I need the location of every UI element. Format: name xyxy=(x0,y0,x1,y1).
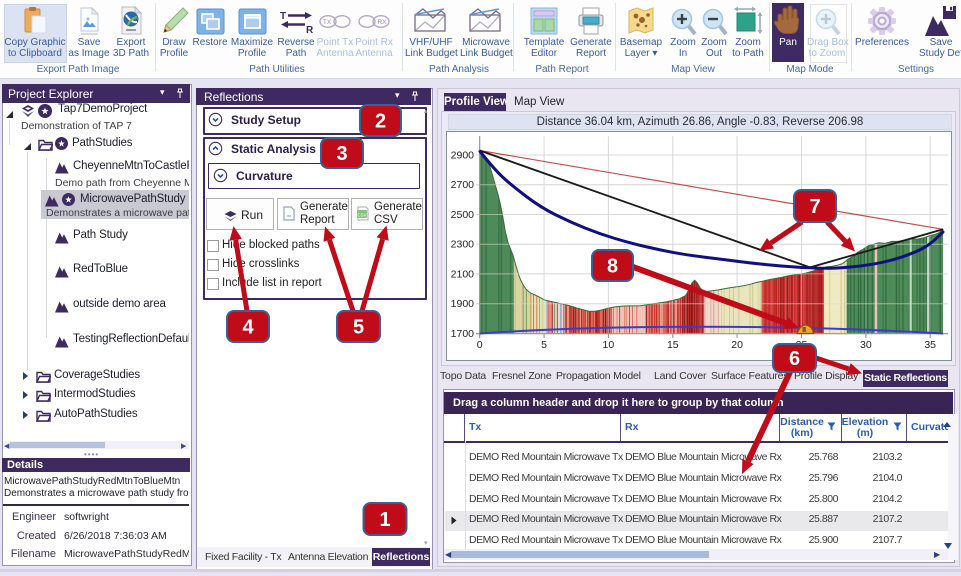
svg-text:15: 15 xyxy=(667,339,679,351)
svg-text:35: 35 xyxy=(924,339,936,351)
svg-text:TX: TX xyxy=(323,19,332,26)
svg-text:20: 20 xyxy=(731,339,743,351)
svg-text:1700: 1700 xyxy=(451,328,475,340)
svg-text:2500: 2500 xyxy=(451,209,475,221)
svg-text:7: 7 xyxy=(809,196,820,218)
svg-text:6: 6 xyxy=(789,348,800,370)
svg-text:R: R xyxy=(306,25,313,34)
svg-text:2100: 2100 xyxy=(451,268,475,280)
svg-text:5: 5 xyxy=(353,317,364,339)
svg-text:8: 8 xyxy=(607,256,618,278)
svg-text:RX: RX xyxy=(377,19,387,26)
svg-text:30: 30 xyxy=(860,339,872,351)
svg-text:2300: 2300 xyxy=(451,239,475,251)
svg-text:10: 10 xyxy=(603,339,615,351)
svg-text:CSV: CSV xyxy=(357,213,366,218)
svg-text:0: 0 xyxy=(477,339,483,351)
svg-text:1900: 1900 xyxy=(451,298,475,310)
svg-text:5: 5 xyxy=(541,339,547,351)
svg-text:3: 3 xyxy=(336,143,347,165)
svg-text:4: 4 xyxy=(242,317,254,339)
svg-text:T: T xyxy=(280,11,286,22)
svg-text:2900: 2900 xyxy=(451,150,475,162)
svg-text:2700: 2700 xyxy=(451,179,475,191)
svg-text:1: 1 xyxy=(379,509,390,531)
svg-text:2: 2 xyxy=(375,111,386,133)
